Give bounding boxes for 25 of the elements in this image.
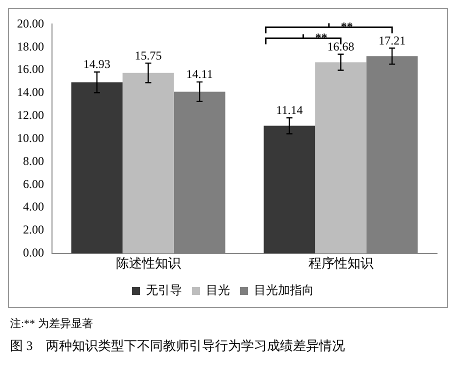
y-tick-label: 8.00 xyxy=(23,154,44,168)
legend-label: 目光加指向 xyxy=(254,283,314,298)
y-tick-label: 14.00 xyxy=(17,85,44,100)
y-tick-label: 16.00 xyxy=(17,62,44,76)
x-tick-label: 程序性知识 xyxy=(308,256,374,271)
y-tick-label: 20.00 xyxy=(17,16,44,30)
y-tick-label: 6.00 xyxy=(23,176,44,191)
data-label: 14.11 xyxy=(186,67,213,82)
data-label: 14.93 xyxy=(83,57,110,72)
y-tick-label: 10.00 xyxy=(17,130,44,145)
legend-label: 无引导 xyxy=(146,283,182,298)
y-tick-label: 2.00 xyxy=(23,222,44,237)
data-label: 11.14 xyxy=(276,102,303,117)
legend-label: 目光 xyxy=(206,283,230,298)
y-tick-label: 12.00 xyxy=(17,108,44,122)
y-tick-label: 0.00 xyxy=(23,246,44,260)
x-tick-label: 陈述性知识 xyxy=(116,256,181,271)
caption: 图 3 两种知识类型下不同教师引导行为学习成绩差异情况 xyxy=(10,337,346,355)
text: 注:** 为差异显著 xyxy=(10,316,94,331)
y-tick-label: 18.00 xyxy=(17,39,44,54)
data-label: 15.75 xyxy=(134,48,162,62)
y-tick-label: 4.00 xyxy=(23,200,44,214)
data-label: 16.68 xyxy=(327,39,354,54)
annotation: ** xyxy=(340,19,353,34)
data-label: 17.21 xyxy=(378,33,406,48)
